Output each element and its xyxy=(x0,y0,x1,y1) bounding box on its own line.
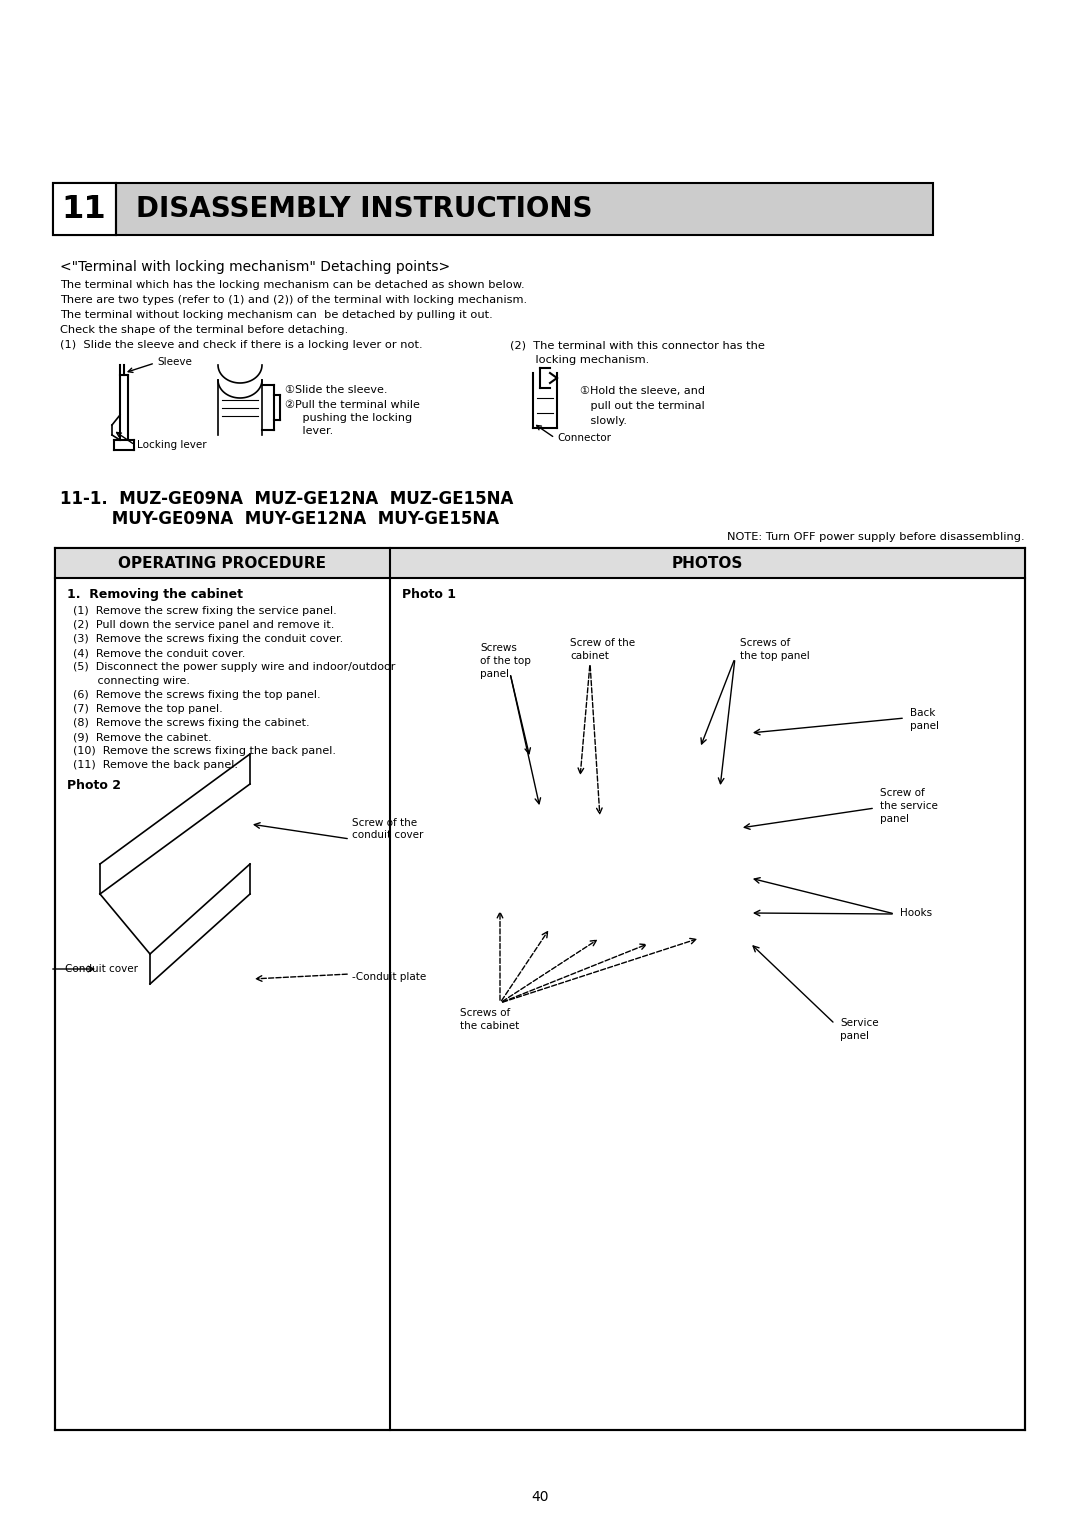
Text: the cabinet: the cabinet xyxy=(460,1021,519,1030)
Text: the service: the service xyxy=(880,801,937,811)
Text: 11-1.  MUZ-GE09NA  MUZ-GE12NA  MUZ-GE15NA: 11-1. MUZ-GE09NA MUZ-GE12NA MUZ-GE15NA xyxy=(60,490,513,508)
Text: pushing the locking: pushing the locking xyxy=(285,413,413,423)
Text: Locking lever: Locking lever xyxy=(137,439,206,450)
Text: (7)  Remove the top panel.: (7) Remove the top panel. xyxy=(73,704,222,713)
Text: -Conduit plate: -Conduit plate xyxy=(352,972,427,981)
Text: (9)  Remove the cabinet.: (9) Remove the cabinet. xyxy=(73,732,212,743)
Text: The terminal without locking mechanism can  be detached by pulling it out.: The terminal without locking mechanism c… xyxy=(60,309,492,320)
Text: Sleeve: Sleeve xyxy=(157,357,192,367)
Text: Photo 1: Photo 1 xyxy=(402,588,456,602)
Text: ②Pull the terminal while: ②Pull the terminal while xyxy=(285,400,420,410)
Text: (2)  Pull down the service panel and remove it.: (2) Pull down the service panel and remo… xyxy=(73,620,335,629)
Text: (4)  Remove the conduit cover.: (4) Remove the conduit cover. xyxy=(73,648,245,658)
Text: panel: panel xyxy=(910,721,939,730)
Text: Photo 2: Photo 2 xyxy=(67,779,121,792)
Text: Conduit cover: Conduit cover xyxy=(65,965,138,974)
Text: DISASSEMBLY INSTRUCTIONS: DISASSEMBLY INSTRUCTIONS xyxy=(136,194,593,224)
Text: of the top: of the top xyxy=(480,655,531,666)
Text: locking mechanism.: locking mechanism. xyxy=(510,355,649,364)
Bar xyxy=(53,184,116,234)
Text: pull out the terminal: pull out the terminal xyxy=(580,401,705,410)
Text: <"Terminal with locking mechanism" Detaching points>: <"Terminal with locking mechanism" Detac… xyxy=(60,260,450,274)
Text: MUY-GE09NA  MUY-GE12NA  MUY-GE15NA: MUY-GE09NA MUY-GE12NA MUY-GE15NA xyxy=(60,510,499,528)
Text: Screw of: Screw of xyxy=(880,788,924,798)
Text: (1)  Slide the sleeve and check if there is a locking lever or not.: (1) Slide the sleeve and check if there … xyxy=(60,340,422,351)
Text: Check the shape of the terminal before detaching.: Check the shape of the terminal before d… xyxy=(60,325,348,335)
Text: (8)  Remove the screws fixing the cabinet.: (8) Remove the screws fixing the cabinet… xyxy=(73,718,310,729)
Text: ①Slide the sleeve.: ①Slide the sleeve. xyxy=(285,384,388,395)
Text: cabinet: cabinet xyxy=(570,651,609,661)
Text: Screws of: Screws of xyxy=(460,1007,510,1018)
Text: (11)  Remove the back panel.: (11) Remove the back panel. xyxy=(73,759,238,770)
Text: OPERATING PROCEDURE: OPERATING PROCEDURE xyxy=(119,556,326,571)
Text: (6)  Remove the screws fixing the top panel.: (6) Remove the screws fixing the top pan… xyxy=(73,690,321,700)
Text: The terminal which has the locking mechanism can be detached as shown below.: The terminal which has the locking mecha… xyxy=(60,280,525,289)
Text: Screws of: Screws of xyxy=(740,638,791,648)
Text: Screw of the: Screw of the xyxy=(570,638,635,648)
Text: (10)  Remove the screws fixing the back panel.: (10) Remove the screws fixing the back p… xyxy=(73,746,336,756)
Text: (2)  The terminal with this connector has the: (2) The terminal with this connector has… xyxy=(510,340,765,351)
Text: Screws: Screws xyxy=(480,643,517,654)
Text: 1.  Removing the cabinet: 1. Removing the cabinet xyxy=(67,588,243,602)
Text: (1)  Remove the screw fixing the service panel.: (1) Remove the screw fixing the service … xyxy=(73,606,337,615)
Text: the top panel: the top panel xyxy=(740,651,810,661)
Text: 40: 40 xyxy=(531,1490,549,1503)
Text: Screw of the
conduit cover: Screw of the conduit cover xyxy=(352,818,423,841)
Text: Connector: Connector xyxy=(557,433,611,442)
Text: panel: panel xyxy=(840,1030,869,1041)
Text: NOTE: Turn OFF power supply before disassembling.: NOTE: Turn OFF power supply before disas… xyxy=(727,531,1025,542)
Text: ①Hold the sleeve, and: ①Hold the sleeve, and xyxy=(580,386,705,397)
Text: There are two types (refer to (1) and (2)) of the terminal with locking mechanis: There are two types (refer to (1) and (2… xyxy=(60,295,527,305)
Text: lever.: lever. xyxy=(285,426,334,436)
Text: panel: panel xyxy=(480,669,509,680)
Text: (3)  Remove the screws fixing the conduit cover.: (3) Remove the screws fixing the conduit… xyxy=(73,634,343,645)
Text: Service: Service xyxy=(840,1018,879,1027)
Bar xyxy=(53,184,933,234)
Text: connecting wire.: connecting wire. xyxy=(73,677,190,686)
Text: slowly.: slowly. xyxy=(580,416,627,426)
Text: (5)  Disconnect the power supply wire and indoor/outdoor: (5) Disconnect the power supply wire and… xyxy=(73,661,395,672)
Bar xyxy=(55,548,1025,1430)
Text: Back: Back xyxy=(910,707,935,718)
Bar xyxy=(55,548,1025,579)
Text: PHOTOS: PHOTOS xyxy=(672,556,743,571)
Text: Hooks: Hooks xyxy=(900,908,932,919)
Text: 11: 11 xyxy=(62,193,106,225)
Text: panel: panel xyxy=(880,814,909,824)
